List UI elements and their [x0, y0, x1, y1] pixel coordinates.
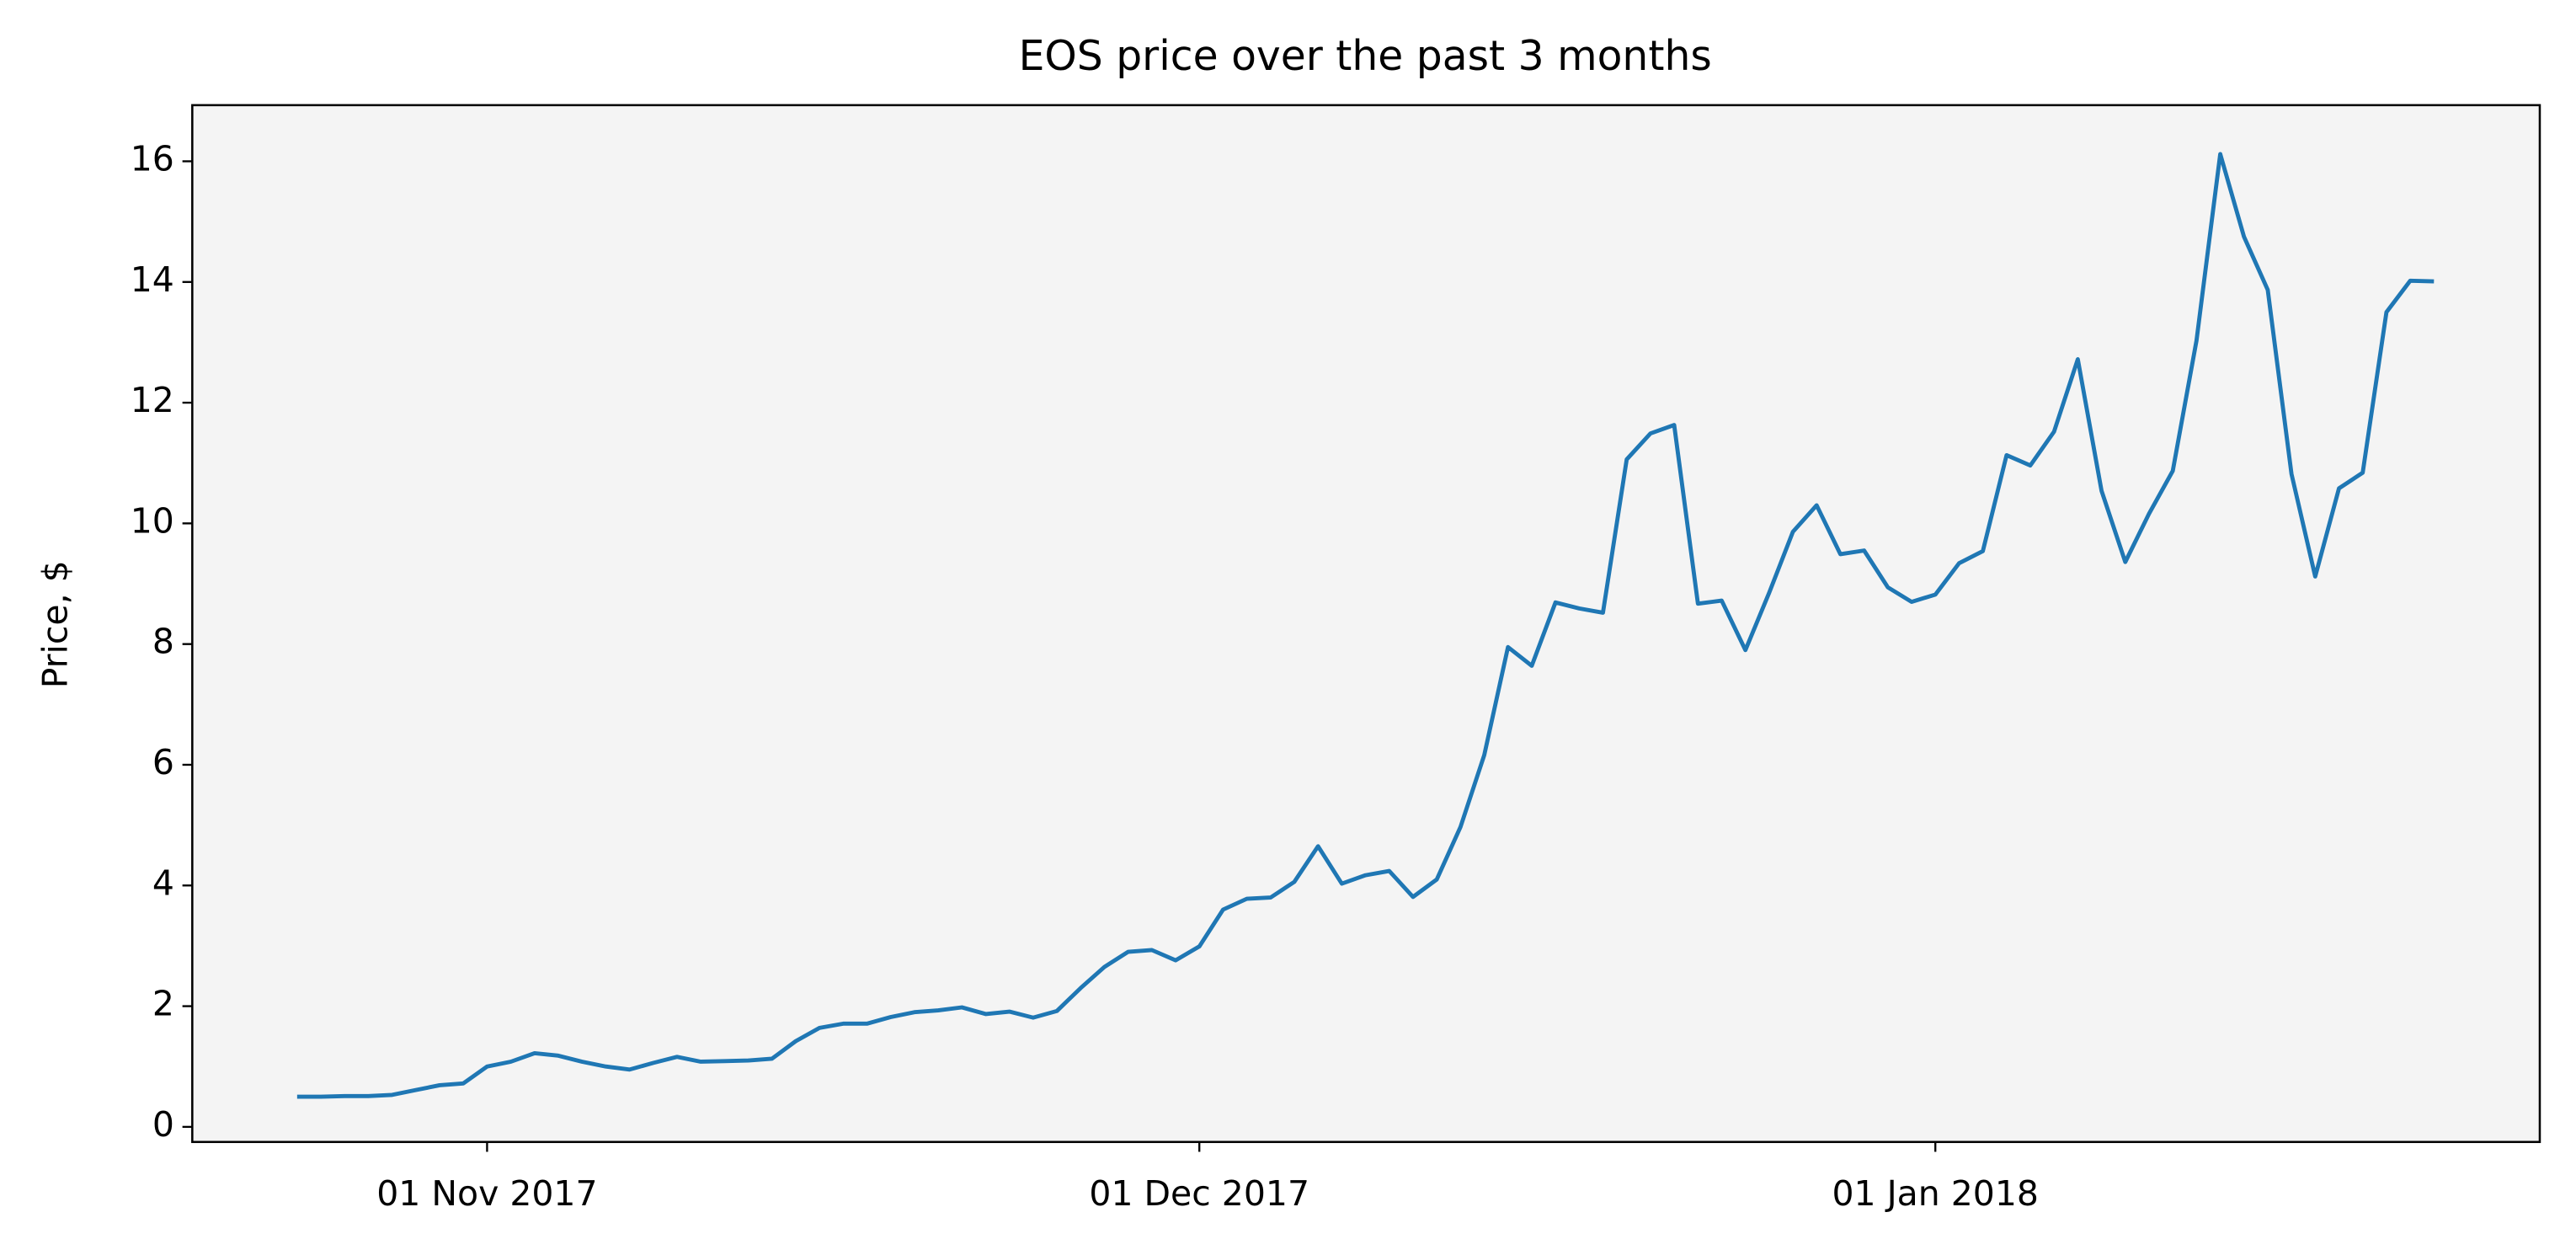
y-tick-label: 8 — [152, 622, 174, 662]
price-line — [296, 152, 2435, 1099]
y-tick-label: 16 — [131, 138, 174, 179]
y-tick-label: 12 — [131, 380, 174, 420]
x-tick-label: 01 Nov 2017 — [376, 1173, 597, 1214]
y-tick-label: 4 — [152, 862, 174, 903]
y-tick-label: 0 — [152, 1104, 174, 1145]
x-tick-label: 01 Jan 2018 — [1832, 1173, 2038, 1214]
plot-area — [192, 104, 2540, 1142]
y-tick-label: 10 — [131, 500, 174, 541]
y-tick-label: 6 — [152, 742, 174, 782]
x-tick-label: 01 Dec 2017 — [1089, 1173, 1309, 1214]
chart-title: EOS price over the past 3 months — [1019, 33, 1712, 80]
y-axis-label: Price, $ — [35, 560, 75, 688]
y-tick-label: 14 — [131, 259, 174, 300]
y-tick-label: 2 — [152, 984, 174, 1024]
plot-frame — [191, 104, 2541, 1144]
